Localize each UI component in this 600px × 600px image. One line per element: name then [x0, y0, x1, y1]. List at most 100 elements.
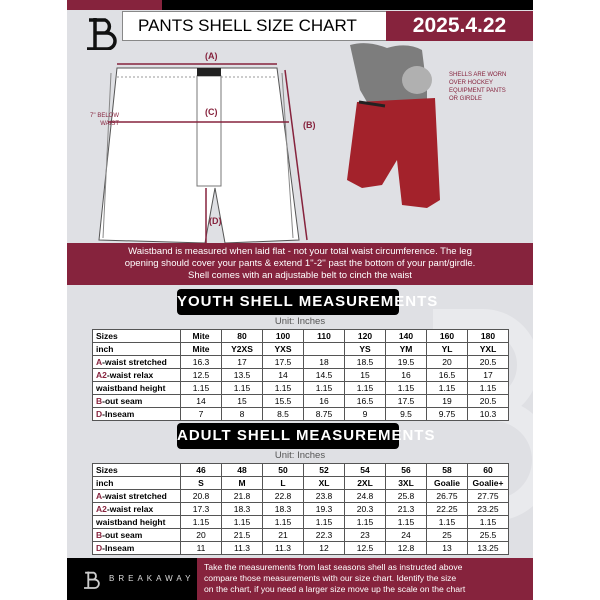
footer-brand: BREAKAWAY — [67, 558, 197, 600]
row-label-prefix: A2 — [96, 369, 107, 380]
table-cell: 24.8 — [344, 489, 386, 503]
table-cell: 14 — [262, 368, 304, 382]
table-cell: 18.5 — [344, 355, 386, 369]
table-cell: 23.25 — [467, 502, 509, 516]
table-cell: 3XL — [385, 476, 427, 490]
adult-unit: Unit: Inches — [274, 450, 326, 461]
row-label: D-Inseam — [92, 541, 181, 555]
row-label: D-Inseam — [92, 407, 181, 421]
table-cell: 21.3 — [385, 502, 427, 516]
table-cell: YM — [385, 342, 427, 356]
table-cell: 1.15 — [385, 381, 427, 395]
below-waist-line: 7'' BELOW — [90, 113, 119, 119]
instruction-line: Shell comes with an adjustable belt to c… — [188, 270, 412, 281]
table-cell: 1.15 — [262, 381, 304, 395]
label-a: (A) — [205, 51, 218, 61]
row-label-prefix: B — [96, 395, 103, 406]
row-label-text: inch — [96, 477, 114, 488]
youth-title: YOUTH SHELL MEASUREMENTS — [177, 289, 437, 315]
table-row: A-waist stretched 16.3 17 17.5 18 18.5 19.5 20 2… — [92, 355, 509, 369]
shorts-outline-drawing — [98, 63, 308, 243]
row-label-text: -waist stretched — [102, 356, 167, 367]
table-cell: 9 — [344, 407, 386, 421]
table-cell: 12.5 — [344, 541, 386, 555]
brand-name: BREAKAWAY — [109, 574, 195, 583]
table-cell: 17 — [221, 355, 263, 369]
table-cell: 10.3 — [467, 407, 509, 421]
table-cell: 1.15 — [467, 515, 509, 529]
table-cell: 110 — [303, 329, 345, 343]
row-label-text: -Inseam — [102, 542, 135, 553]
row-label-text: Sizes — [96, 464, 118, 475]
size-chart-page: PANTS SHELL SIZE CHART 2025.4.22 (A — [67, 0, 533, 600]
row-label-text: -waist relax — [106, 369, 154, 380]
table-cell: 9.75 — [426, 407, 468, 421]
note-line: EQUIPMENT PANTS — [449, 88, 506, 94]
table-row: waistband height 1.15 1.15 1.15 1.15 1.15 1.15… — [92, 515, 509, 529]
instruction-line: opening should cover your pants & extend… — [124, 258, 476, 269]
note-line: OVER HOCKEY — [449, 80, 494, 86]
adult-size-table: Sizes 46 48 50 52 54 56 58 60 inch S M L XL 2XL 3XL Goal… — [92, 463, 509, 555]
table-cell: M — [221, 476, 263, 490]
table-cell: 60 — [467, 463, 509, 477]
table-cell: 13 — [426, 541, 468, 555]
table-cell: 16 — [303, 394, 345, 408]
table-cell: 15.5 — [262, 394, 304, 408]
table-cell: 140 — [385, 329, 427, 343]
table-cell: 1.15 — [426, 381, 468, 395]
table-cell: 18.3 — [262, 502, 304, 516]
table-cell: 1.15 — [344, 381, 386, 395]
table-cell: 19.5 — [385, 355, 427, 369]
table-cell: 12.8 — [385, 541, 427, 555]
table-cell: 23.8 — [303, 489, 345, 503]
table-cell: XL — [303, 476, 345, 490]
table-cell: 17.5 — [262, 355, 304, 369]
table-cell: 16.3 — [180, 355, 222, 369]
table-cell: 16.5 — [344, 394, 386, 408]
table-cell: 1.15 — [262, 515, 304, 529]
row-label-text: Sizes — [96, 330, 118, 341]
table-cell: 46 — [180, 463, 222, 477]
table-cell: 8.75 — [303, 407, 345, 421]
row-label: A2-waist relax — [92, 502, 181, 516]
table-cell: 8 — [221, 407, 263, 421]
page-title: PANTS SHELL SIZE CHART — [122, 11, 386, 41]
table-cell: 15 — [344, 368, 386, 382]
table-cell: YS — [344, 342, 386, 356]
table-cell: 11 — [180, 541, 222, 555]
youth-size-table: Sizes Mite 80 100 110 120 140 160 180 inch Mite Y2X… — [92, 329, 509, 421]
table-cell: 21.8 — [221, 489, 263, 503]
table-row: D-Inseam 7 8 8.5 8.75 9 9.5 9.75 10.3 — [92, 407, 509, 421]
table-cell: 20.5 — [467, 394, 509, 408]
footer-line: Take the measurements from last seasons … — [204, 562, 463, 572]
row-label-text: -waist stretched — [102, 490, 167, 501]
table-cell: 180 — [467, 329, 509, 343]
table-cell: 18 — [303, 355, 345, 369]
table-cell: S — [180, 476, 222, 490]
table-cell: 11.3 — [221, 541, 263, 555]
row-label-text: inch — [96, 343, 114, 354]
shell-note: SHELLS ARE WORN OVER HOCKEY EQUIPMENT PA… — [449, 71, 506, 103]
table-cell: Goalie — [426, 476, 468, 490]
table-row: waistband height 1.15 1.15 1.15 1.15 1.15 1.15… — [92, 381, 509, 395]
below-waist-line: WAIST — [100, 121, 119, 127]
row-label: waistband height — [92, 515, 181, 529]
row-label-text: -out seam — [102, 395, 143, 406]
row-label-prefix: A — [96, 356, 103, 367]
table-cell: 20.3 — [344, 502, 386, 516]
table-row: A2-waist relax 17.3 18.3 18.3 19.3 20.3 21.3 22… — [92, 502, 509, 516]
table-cell: 1.15 — [180, 515, 222, 529]
table-cell: 22.3 — [303, 528, 345, 542]
table-row: inch S M L XL 2XL 3XL Goalie Goalie+ — [92, 476, 509, 490]
table-cell: 100 — [262, 329, 304, 343]
table-cell: 1.15 — [344, 515, 386, 529]
instruction-line: Waistband is measured when laid flat - n… — [128, 246, 472, 257]
table-cell: 120 — [344, 329, 386, 343]
table-cell: 24 — [385, 528, 427, 542]
table-row: inch Mite Y2XS YXS YS YM YL YXL — [92, 342, 509, 356]
table-cell: 1.15 — [221, 515, 263, 529]
row-label: B-out seam — [92, 394, 181, 408]
table-cell: 1.15 — [303, 515, 345, 529]
row-label-prefix: A — [96, 490, 103, 501]
row-label: waistband height — [92, 381, 181, 395]
